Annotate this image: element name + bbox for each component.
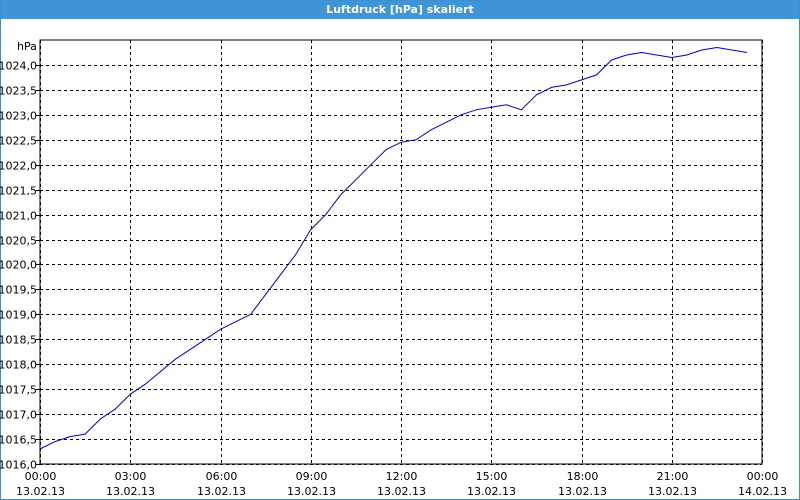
- x-tick-date: 13.02.13: [197, 485, 246, 498]
- y-tick-label: 1023,0: [0, 110, 37, 123]
- x-tick-time: 18:00: [567, 470, 599, 483]
- grid-lines: [40, 40, 763, 465]
- y-tick-label: 1019,0: [0, 309, 37, 322]
- x-tick-time: 21:00: [657, 470, 689, 483]
- x-tick-date: 13.02.13: [377, 485, 426, 498]
- y-tick-label: 1016,5: [0, 434, 37, 447]
- x-tick-time: 00:00: [25, 470, 57, 483]
- x-tick-date: 13.02.13: [106, 485, 155, 498]
- y-tick-label: 1020,5: [0, 235, 37, 248]
- window-title: Luftdruck [hPa] skaliert: [1, 1, 799, 19]
- y-tick-label: 1023,5: [0, 85, 37, 98]
- plot-area-border: [39, 39, 763, 465]
- x-tick-date: 13.02.13: [648, 485, 697, 498]
- y-tick-label: 1018,5: [0, 334, 37, 347]
- y-tick-label: 1019,5: [0, 284, 37, 297]
- y-tick-label: 1022,0: [0, 160, 37, 173]
- y-tick-label: 1021,5: [0, 185, 37, 198]
- y-tick-label: 1017,0: [0, 409, 37, 422]
- x-tick-date: 14.02.13: [738, 485, 787, 498]
- x-axis-ticks: 00:00 13.02.13 03:00 13.02.13 06:00 13.02.13 0…: [16, 470, 787, 498]
- x-tick-time: 06:00: [206, 470, 238, 483]
- series-group: [39, 46, 748, 450]
- y-tick-label: 1021,0: [0, 210, 37, 223]
- x-tick-date: 13.02.13: [16, 485, 65, 498]
- y-tick-label: 1016,0: [0, 459, 37, 472]
- x-tick-date: 13.02.13: [558, 485, 607, 498]
- y-tick-label: 1017,5: [0, 384, 37, 397]
- series-line: [39, 46, 748, 450]
- x-tick-time: 15:00: [476, 470, 508, 483]
- y-tick-label: 1024,0: [0, 60, 37, 73]
- x-tick-date: 13.02.13: [467, 485, 516, 498]
- y-tick-label: 1022,5: [0, 135, 37, 148]
- x-tick-time: 09:00: [296, 470, 328, 483]
- y-axis-ticks: 1016,0 1016,5 1017,0 1017,5 1018,0 1018,5 1019…: [0, 60, 40, 472]
- x-tick-date: 13.02.13: [287, 485, 336, 498]
- y-axis-unit-label: hPa: [17, 40, 37, 53]
- x-tick-time: 12:00: [386, 470, 418, 483]
- x-tick-time: 00:00: [747, 470, 779, 483]
- y-tick-label: 1018,0: [0, 359, 37, 372]
- y-tick-label: 1020,0: [0, 259, 37, 272]
- x-tick-time: 03:00: [115, 470, 147, 483]
